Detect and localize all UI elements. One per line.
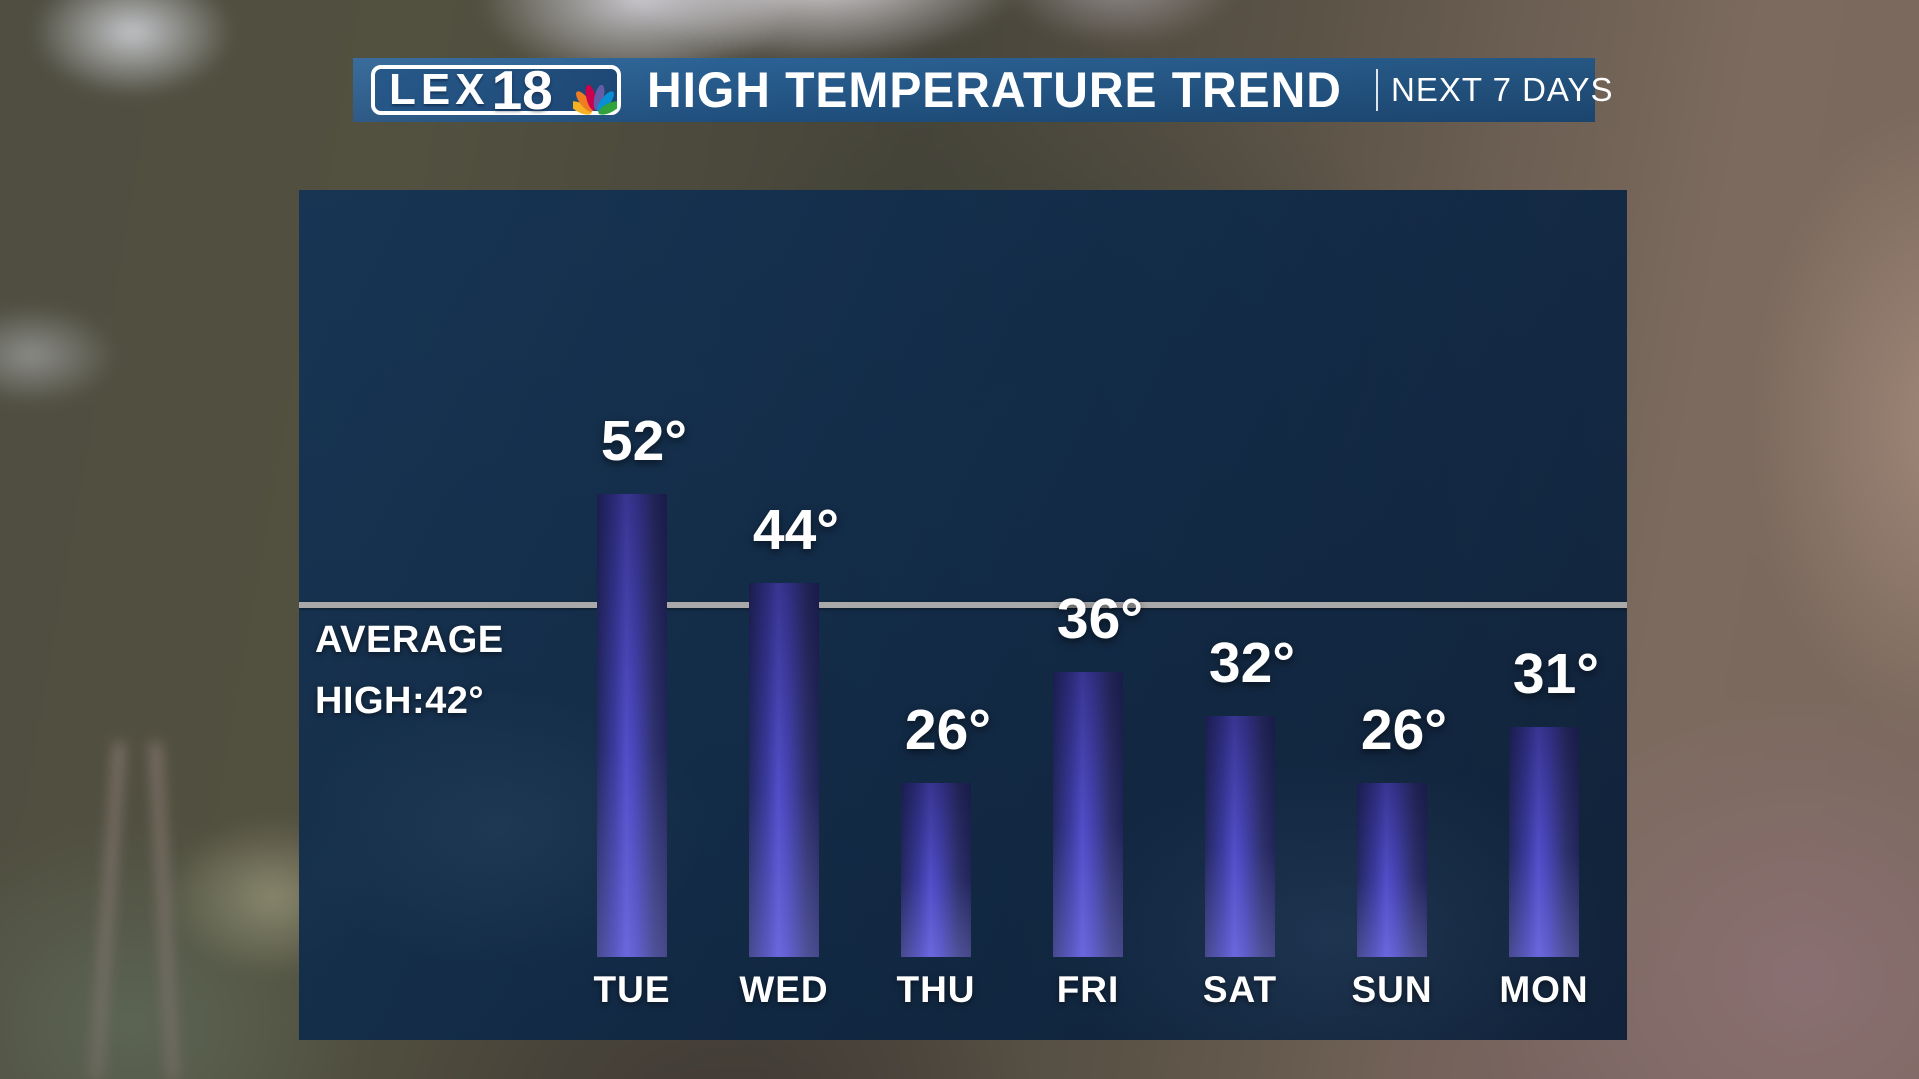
day-label: TUE	[593, 969, 671, 1010]
temperature-bar	[1053, 671, 1123, 957]
day-label: SUN	[1351, 969, 1433, 1010]
bar-value-label: 44°	[752, 497, 840, 562]
temperature-chart-panel: AVERAGE HIGH:42° 52° TUE 44° WED 26° THU…	[299, 190, 1627, 1040]
day-label: WED	[739, 969, 829, 1010]
day-label: FRI	[1056, 969, 1120, 1010]
lex-logo-text: LEX	[389, 65, 490, 114]
day-label: SAT	[1202, 969, 1278, 1010]
header-divider	[1376, 69, 1378, 111]
channel-18-text: 18	[491, 59, 553, 121]
plant-stem	[93, 742, 123, 1079]
temperature-bar	[597, 494, 667, 957]
bar-value-label: 31°	[1512, 642, 1600, 707]
page-title: HIGH TEMPERATURE TREND	[647, 62, 1342, 118]
day-label: MON	[1499, 969, 1589, 1010]
temperature-bar	[1357, 782, 1427, 957]
nbc-peacock-icon	[573, 85, 617, 115]
average-high-line	[299, 602, 1627, 608]
temperature-bar	[901, 782, 971, 957]
bar-value-label: 26°	[1360, 697, 1448, 762]
temperature-bar	[749, 582, 819, 957]
bar-value-label: 52°	[600, 409, 688, 473]
average-label-line2: HIGH:42°	[315, 680, 485, 722]
lex18-logo: LEX 18	[371, 59, 621, 121]
temperature-bar	[1509, 727, 1579, 957]
bar-value-label: 32°	[1208, 631, 1296, 695]
bar-value-label: 26°	[904, 697, 992, 762]
header-period-label: NEXT 7 DAYS	[1391, 71, 1614, 108]
day-label: THU	[896, 969, 976, 1010]
plant-stem	[152, 741, 176, 1079]
average-high-label: AVERAGE HIGH:42°	[315, 610, 504, 732]
header-banner: LEX 18 HIGH TEMPERATURE TREND NEXT 7 DAY…	[353, 58, 1613, 122]
average-label-line1: AVERAGE	[315, 619, 504, 661]
temperature-bar	[1205, 716, 1275, 957]
bar-value-label: 36°	[1056, 586, 1144, 651]
